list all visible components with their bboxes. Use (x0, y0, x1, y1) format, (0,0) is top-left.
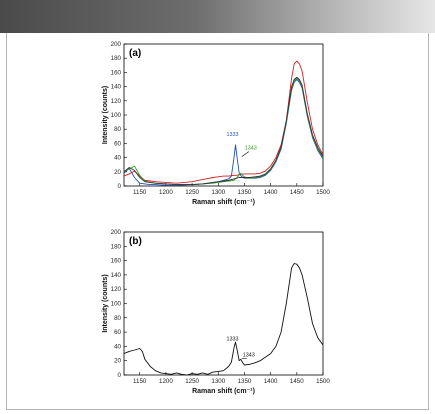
plot-frame (123, 231, 324, 376)
annotation-label: 1343 (243, 352, 255, 358)
y-tick-label: 40 (114, 343, 121, 350)
annotation-pointer (241, 151, 249, 157)
x-tick-label: 1300 (211, 378, 225, 385)
x-tick-label: 1150 (133, 189, 147, 196)
y-tick-label: 120 (111, 286, 122, 293)
header-band (0, 0, 435, 33)
series-line (123, 79, 324, 186)
x-tick-label: 1250 (185, 378, 199, 385)
series-line (123, 263, 324, 376)
x-tick-label: 1200 (159, 378, 173, 385)
x-tick-label: 1350 (238, 189, 252, 196)
y-tick-label: 100 (111, 112, 122, 119)
x-tick-label: 1500 (316, 378, 330, 385)
y-tick-label: 80 (114, 126, 121, 133)
x-axis-title: Raman shift (cm⁻¹) (192, 388, 255, 395)
y-tick-label: 60 (114, 140, 121, 147)
series-line (123, 76, 324, 186)
x-tick-label: 1450 (290, 189, 304, 196)
plot-frame (123, 43, 324, 187)
series-line (123, 60, 324, 184)
x-tick-label: 1400 (264, 189, 278, 196)
y-tick-label: 160 (111, 69, 122, 76)
panel-label: (a) (129, 48, 141, 59)
y-tick-label: 80 (114, 315, 121, 322)
y-tick-label: 60 (114, 329, 121, 336)
annotation-label: 1333 (227, 336, 239, 342)
y-tick-label: 20 (114, 358, 121, 365)
chart-panel-a: 1150 1200 1250 1300 1350 1400 1450 1500 0 20 40 60 8… (102, 41, 330, 206)
x-tick-label: 1400 (264, 378, 278, 385)
x-tick-label: 1500 (316, 189, 330, 196)
y-tick-label: 140 (111, 272, 122, 279)
y-tick-label: 180 (111, 243, 122, 250)
y-axis-title: Intensity (counts) (102, 274, 109, 332)
y-tick-label: 200 (111, 41, 122, 48)
x-tick-label: 1350 (238, 378, 252, 385)
series-line (123, 77, 324, 186)
y-tick-label: 180 (111, 55, 122, 62)
chart-panel-b: 1150 1200 1250 1300 1350 1400 1450 1500 0 20 40 60 8… (102, 229, 330, 395)
x-tick-label: 1300 (211, 189, 225, 196)
y-tick-label: 100 (111, 301, 122, 308)
y-tick-label: 0 (118, 183, 122, 190)
x-tick-label: 1450 (290, 378, 304, 385)
y-tick-label: 20 (114, 169, 121, 176)
y-tick-label: 140 (111, 84, 122, 91)
x-tick-label: 1200 (159, 189, 173, 196)
figure-frame (6, 33, 429, 410)
annotation-label: 1333 (227, 132, 239, 138)
y-axis-title: Intensity (counts) (102, 86, 109, 144)
x-tick-label: 1150 (133, 378, 147, 385)
x-axis-title: Raman shift (cm⁻¹) (192, 199, 255, 206)
x-tick-label: 1250 (185, 189, 199, 196)
panel-label: (b) (129, 236, 142, 247)
y-tick-label: 200 (111, 229, 122, 236)
y-tick-label: 40 (114, 155, 121, 162)
y-tick-label: 160 (111, 258, 122, 265)
y-tick-label: 0 (118, 372, 122, 379)
annotation-label: 1343 (245, 146, 257, 152)
y-tick-label: 120 (111, 98, 122, 105)
